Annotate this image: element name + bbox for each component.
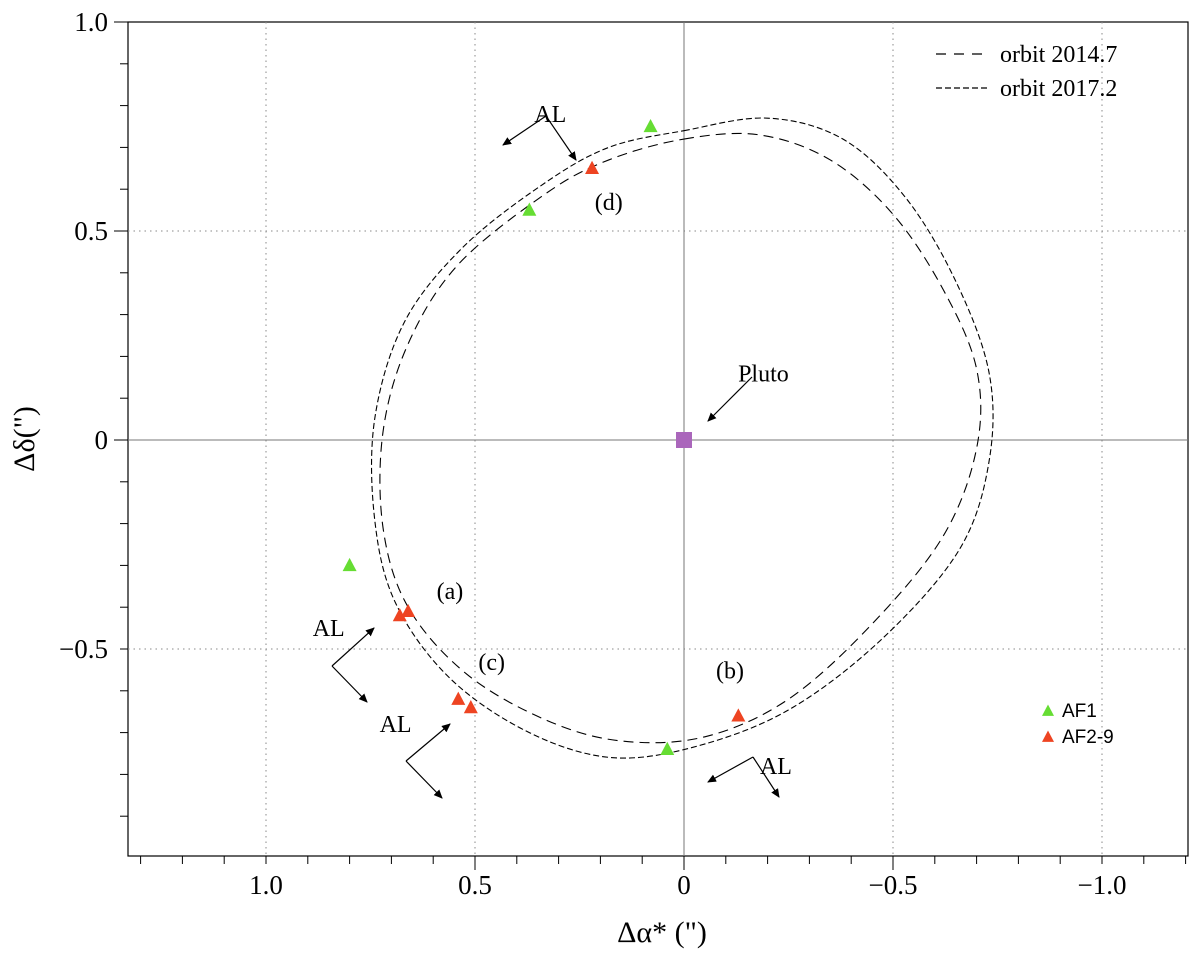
pluto-marker xyxy=(676,432,692,448)
af2-9-point xyxy=(585,160,600,174)
y-tick-label: 0 xyxy=(95,425,109,455)
x-tick-label: −1.0 xyxy=(1078,870,1127,900)
af1-point xyxy=(660,741,675,755)
af2-9-point xyxy=(392,608,407,622)
position-label: (a) xyxy=(437,579,464,605)
x-tick-label: −0.5 xyxy=(869,870,918,900)
af1-point xyxy=(522,202,537,216)
al-arrow-across xyxy=(707,756,754,783)
af2-9-point xyxy=(463,699,478,714)
al-arrow-across xyxy=(405,723,451,762)
x-tick-label: 0 xyxy=(677,870,691,900)
position-label: (b) xyxy=(716,658,744,684)
legend-marker xyxy=(1042,704,1054,716)
af2-9-point xyxy=(451,691,466,705)
plot-frame xyxy=(127,21,1189,857)
position-label: (d) xyxy=(595,190,623,216)
x-tick-label: 0.5 xyxy=(458,870,492,900)
al-label: AL xyxy=(534,102,566,128)
y-tick-label: 1.0 xyxy=(74,7,108,37)
orbits xyxy=(370,117,994,759)
orbit-curve-2 xyxy=(370,117,994,759)
af1-point xyxy=(342,557,357,572)
af1-point xyxy=(643,118,658,133)
legend-orbit-label: orbit 2017.2 xyxy=(1000,76,1117,102)
al-label: AL xyxy=(313,616,345,642)
al-arrow-along xyxy=(545,115,577,161)
axes: 1.0 0.5 0 −0.5 −1.0 1.0 0.5 0 −0.5 xyxy=(59,7,1187,900)
markers xyxy=(342,118,746,755)
legend: orbit 2014.7 orbit 2017.2 AF1 AF2-9 xyxy=(936,42,1117,748)
al-arrow-along xyxy=(405,760,443,799)
position-label: (c) xyxy=(478,650,505,676)
y-tick-label: 0.5 xyxy=(74,216,108,246)
y-axis-title: Δδ(") xyxy=(8,406,41,472)
legend-marker-label: AF2-9 xyxy=(1062,727,1114,748)
legend-marker xyxy=(1042,730,1054,742)
orbit-curve-1 xyxy=(379,132,982,744)
al-arrow-along xyxy=(331,665,368,703)
legend-marker-label: AF1 xyxy=(1062,701,1097,722)
grid xyxy=(128,22,1188,856)
legend-orbit-label: orbit 2014.7 xyxy=(1000,42,1117,68)
x-axis-title: Δα* (") xyxy=(617,916,707,949)
al-arrow-along xyxy=(752,756,780,798)
al-arrow-across xyxy=(331,627,375,667)
y-tick-label: −0.5 xyxy=(59,634,108,664)
af2-9-point xyxy=(401,603,416,618)
af2-9-point xyxy=(731,708,746,722)
al-label: AL xyxy=(380,712,412,738)
pluto-arrow xyxy=(707,376,753,422)
al-arrow-across xyxy=(502,115,547,146)
x-tick-label: 1.0 xyxy=(249,870,283,900)
